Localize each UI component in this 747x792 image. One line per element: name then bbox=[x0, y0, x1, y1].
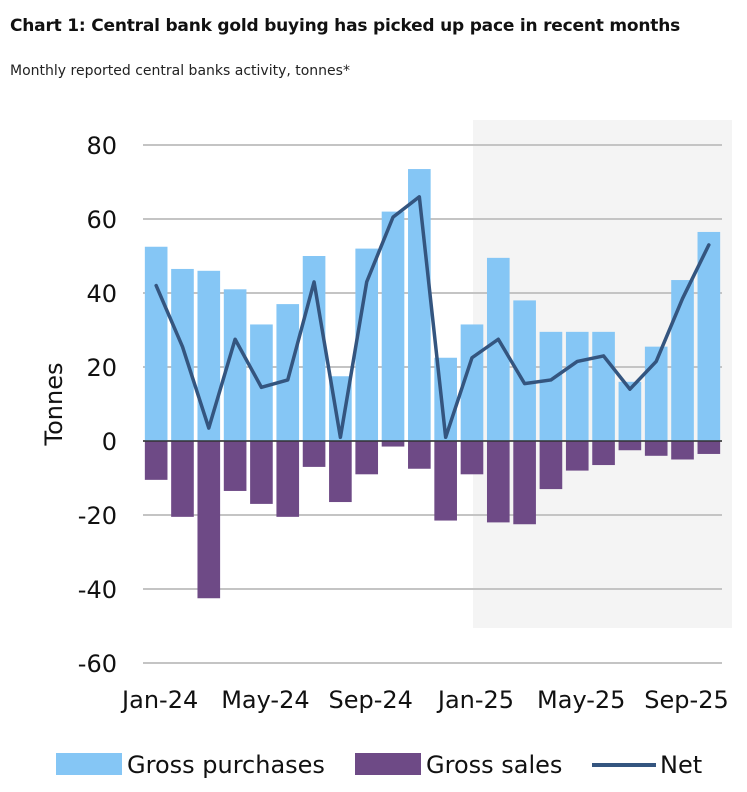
bar-gross-sales bbox=[697, 441, 721, 454]
bar-gross-purchases bbox=[171, 268, 194, 441]
bar-gross-purchases bbox=[486, 257, 510, 441]
bar-gross-sales bbox=[434, 441, 457, 521]
bar-gross-purchases bbox=[644, 346, 668, 441]
legend-swatch-gross-sales bbox=[355, 753, 421, 775]
bar-gross-sales bbox=[144, 441, 168, 480]
chart-area: 80 60 40 20 0 -20 -40 -60 Jan-24 May-24 Sep-24 Jan… bbox=[0, 95, 747, 787]
x-tick-label: May-25 bbox=[537, 686, 625, 714]
y-tick-label: 40 bbox=[86, 280, 117, 308]
y-tick-label: -20 bbox=[78, 502, 117, 530]
bar-gross-purchases bbox=[697, 231, 721, 441]
bar-gross-sales bbox=[250, 441, 273, 504]
bar-gross-sales bbox=[592, 441, 615, 466]
chart-subtitle: Monthly reported central banks activity,… bbox=[10, 63, 350, 79]
y-tick-label: 60 bbox=[86, 206, 117, 234]
bar-gross-sales bbox=[302, 441, 326, 467]
bar-gross-sales bbox=[565, 441, 589, 471]
bar-gross-sales bbox=[329, 441, 352, 503]
bar-gross-sales bbox=[644, 441, 668, 456]
chart-title: Chart 1: Central bank gold buying has pi… bbox=[10, 16, 681, 36]
bar-gross-purchases bbox=[381, 211, 405, 441]
y-axis-ticks: 80 60 40 20 0 -20 -40 -60 bbox=[78, 132, 117, 678]
bar-gross-sales bbox=[486, 441, 510, 523]
bar-gross-sales bbox=[408, 441, 431, 469]
x-axis-ticks: Jan-24 May-24 Sep-24 Jan-25 May-25 Sep-25 bbox=[120, 686, 729, 714]
legend-label-gross-sales: Gross sales bbox=[426, 751, 562, 779]
bar-gross-purchases bbox=[250, 324, 273, 441]
bar-gross-sales bbox=[460, 441, 484, 475]
y-tick-label: 80 bbox=[86, 132, 117, 160]
x-tick-label: Sep-24 bbox=[328, 686, 412, 714]
bar-gross-purchases bbox=[329, 376, 352, 441]
bar-gross-purchases bbox=[197, 270, 221, 441]
x-tick-label: Sep-25 bbox=[644, 686, 728, 714]
bar-gross-purchases bbox=[223, 289, 247, 441]
bar-gross-sales bbox=[276, 441, 300, 517]
y-tick-label: 20 bbox=[86, 354, 117, 382]
bar-gross-purchases bbox=[539, 331, 563, 441]
legend: Gross purchases Gross sales Net bbox=[56, 751, 702, 779]
net-line-group bbox=[154, 195, 711, 440]
bars bbox=[143, 169, 722, 599]
legend-label-net: Net bbox=[660, 751, 702, 779]
bar-gross-sales bbox=[671, 441, 694, 460]
bar-gross-sales bbox=[381, 441, 405, 447]
bar-gross-sales bbox=[355, 441, 379, 475]
bar-gross-purchases bbox=[671, 280, 694, 441]
bar-gross-purchases bbox=[276, 304, 300, 441]
legend-swatch-gross-purchases bbox=[56, 753, 122, 775]
x-tick-label: Jan-24 bbox=[120, 686, 198, 714]
bar-gross-sales bbox=[171, 441, 194, 517]
bar-gross-purchases bbox=[144, 246, 168, 441]
bar-gross-sales bbox=[539, 441, 563, 490]
bar-gross-sales bbox=[513, 441, 536, 525]
y-tick-label: 0 bbox=[102, 428, 117, 456]
legend-label-gross-purchases: Gross purchases bbox=[127, 751, 325, 779]
bar-gross-purchases bbox=[565, 331, 589, 441]
bar-gross-purchases bbox=[618, 381, 642, 441]
bar-gross-sales bbox=[618, 441, 642, 451]
bar-gross-purchases bbox=[513, 300, 536, 441]
y-tick-label: -40 bbox=[78, 576, 117, 604]
bar-gross-purchases bbox=[355, 248, 379, 441]
y-tick-label: -60 bbox=[78, 650, 117, 678]
y-axis-label: Tonnes bbox=[40, 363, 68, 447]
bar-gross-purchases bbox=[592, 331, 615, 441]
x-tick-label: May-24 bbox=[221, 686, 309, 714]
x-tick-label: Jan-25 bbox=[436, 686, 514, 714]
bar-gross-sales bbox=[197, 441, 221, 599]
net-line bbox=[154, 195, 711, 440]
bar-gross-sales bbox=[223, 441, 247, 491]
